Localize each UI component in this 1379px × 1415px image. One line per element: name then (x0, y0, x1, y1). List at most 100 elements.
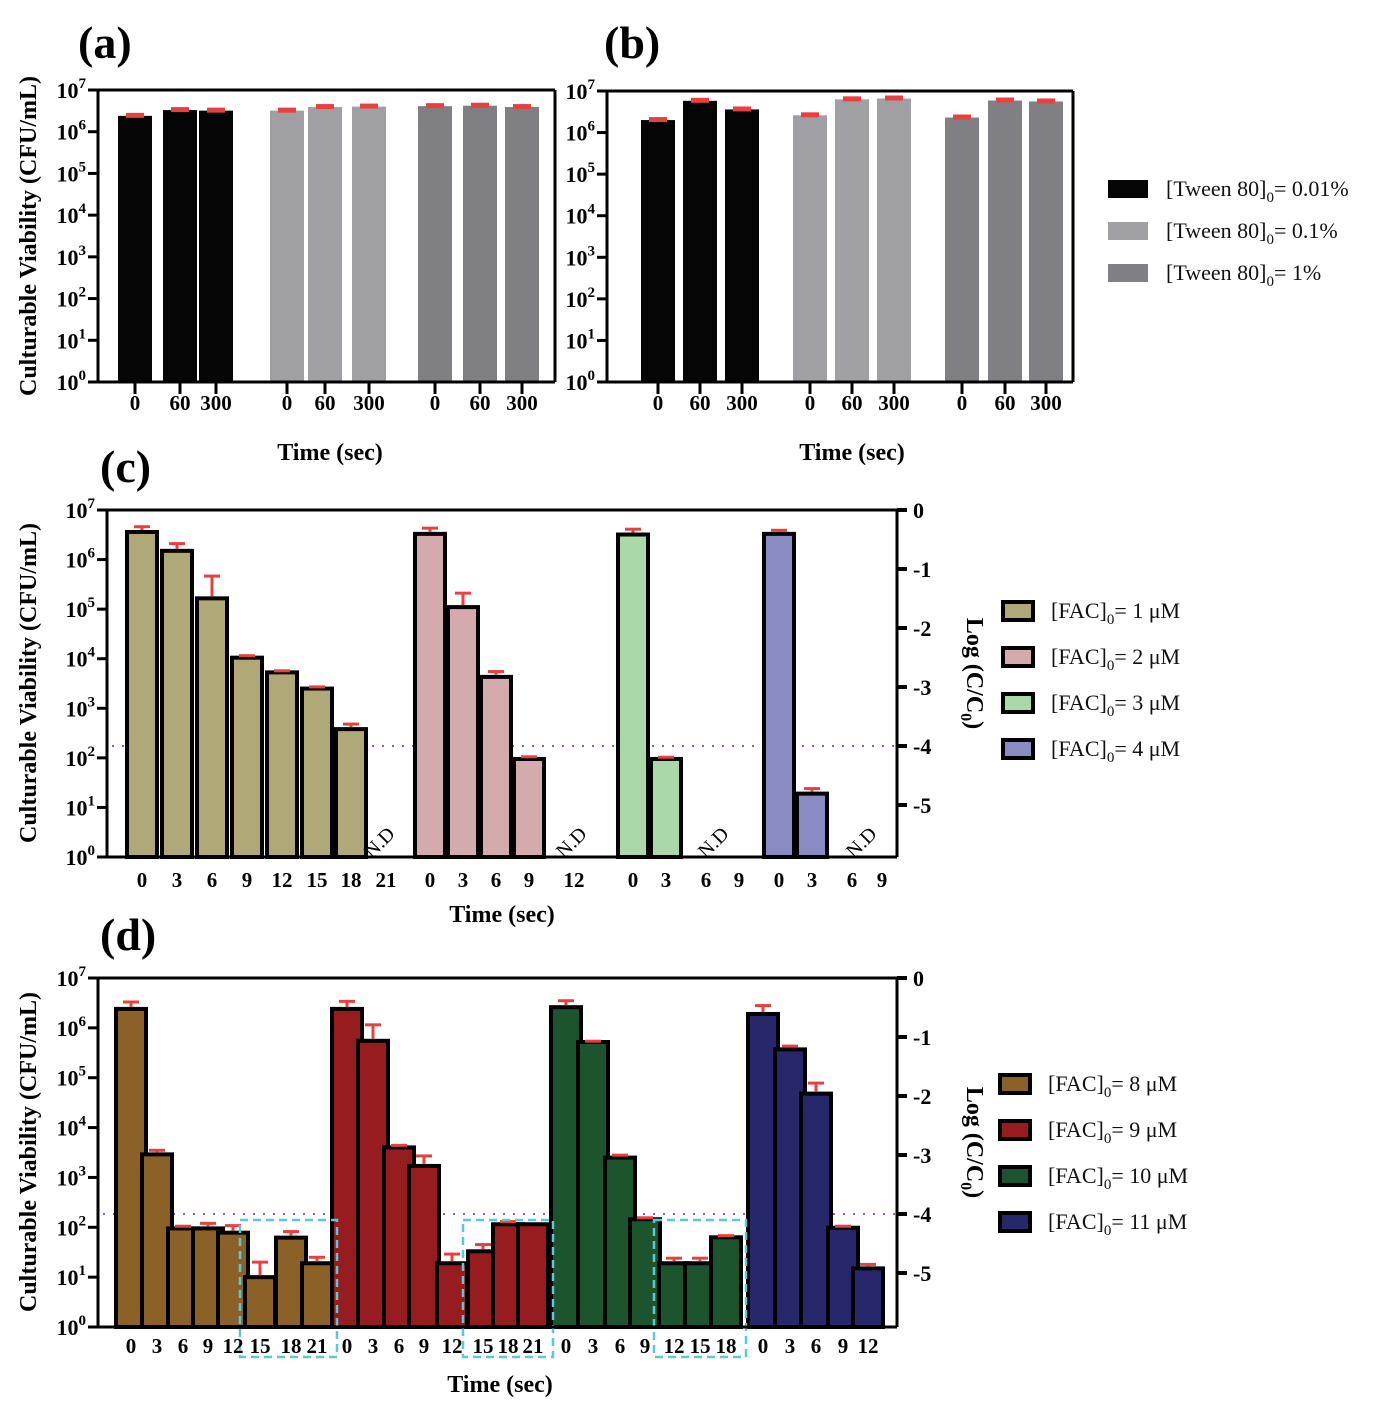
legend: [Tween 80]0= 0.01% [Tween 80]0= 0.1% [Twee… (1108, 176, 1349, 290)
x-tick-label: 6 (701, 868, 712, 892)
bar (725, 109, 759, 383)
series-2 (418, 102, 539, 383)
error-cap (513, 104, 531, 110)
x-tick-label: 6 (491, 868, 502, 892)
error-cap (278, 107, 296, 113)
y-tick-label: 100 (57, 1313, 87, 1340)
y-axis-title: Culturable Viability (CFU/mL) (16, 992, 42, 1312)
error-cap (426, 103, 444, 109)
x-tick-label: 12 (442, 1334, 463, 1358)
legend-swatch (998, 1119, 1032, 1141)
legend-label: [FAC]0= 4 μM (1051, 736, 1180, 766)
bar (945, 117, 979, 383)
x-tick-label: 0 (653, 391, 664, 415)
bar (446, 605, 480, 859)
y-tick-label: 106 (57, 1014, 87, 1041)
bar (1029, 101, 1063, 382)
y-tick-label: 105 (566, 160, 596, 187)
error-cap (316, 104, 334, 110)
legend-label: [FAC]0= 1 μM (1051, 598, 1180, 628)
y2-axis-title: Log (C/C0) (957, 1087, 987, 1198)
error-cap (207, 107, 225, 113)
y2-tick-label: -1 (913, 557, 931, 582)
bar (795, 791, 829, 859)
bar (195, 596, 229, 859)
bar (160, 548, 194, 859)
x-tick-label: 9 (242, 868, 253, 892)
highlight-box (461, 1218, 555, 1359)
y-tick-label: 107 (57, 964, 87, 991)
bar (230, 655, 264, 859)
legend-swatch (1001, 738, 1035, 760)
x-tick-label: 3 (785, 1334, 796, 1358)
x-tick-label: 6 (394, 1334, 405, 1358)
legend-swatch (998, 1073, 1032, 1095)
x-tick-label: 0 (425, 868, 436, 892)
bar (762, 531, 796, 860)
panel-label: (c) (100, 441, 151, 492)
y-tick-label: 102 (57, 1213, 87, 1240)
x-tick-label: 3 (172, 868, 183, 892)
x-tick-label: 0 (126, 1334, 137, 1358)
bar (407, 1163, 441, 1330)
x-tick-label: 9 (203, 1334, 214, 1358)
x-tick-label: 21 (376, 868, 397, 892)
x-tick-label: 60 (690, 391, 711, 415)
x-tick-label: 3 (661, 868, 672, 892)
legend-label: [Tween 80]0= 1% (1166, 260, 1321, 290)
y-tick-label: 105 (66, 595, 96, 622)
bar (709, 1235, 743, 1330)
x-tick-label: 9 (524, 868, 535, 892)
legend-swatch (998, 1165, 1032, 1187)
y-tick-label: 101 (57, 1263, 87, 1290)
x-tick-label: 21 (307, 1334, 328, 1358)
bar (163, 110, 197, 383)
bar (616, 532, 650, 859)
x-tick-label: 12 (223, 1334, 244, 1358)
legend: [FAC]0= 8 μM [FAC]0= 9 μM [FAC]0= 10 μM [FA… (998, 1071, 1188, 1239)
x-tick-label: 9 (419, 1334, 430, 1358)
panel-label: (a) (78, 17, 132, 68)
y2-tick-label: 0 (913, 498, 924, 523)
x-tick-label: 60 (170, 391, 191, 415)
x-axis-title: Time (sec) (799, 440, 905, 466)
x-tick-label: 300 (878, 391, 910, 415)
x-tick-label: 15 (690, 1334, 711, 1358)
y2-tick-label: -2 (913, 1084, 931, 1109)
series-1 (270, 103, 386, 383)
error-cap (953, 114, 971, 120)
series-0 (641, 97, 759, 383)
series-1 (330, 999, 550, 1330)
error-cap (691, 97, 709, 103)
y-tick-label: 100 (57, 368, 87, 395)
y2-tick-label: 0 (913, 966, 924, 991)
series-2 (549, 999, 743, 1330)
error-cap (733, 106, 751, 112)
x-tick-label: 3 (368, 1334, 379, 1358)
x-tick-label: 12 (564, 868, 585, 892)
legend-label: [Tween 80]0= 0.1% (1166, 218, 1338, 248)
bar (851, 1266, 885, 1329)
bar (835, 99, 869, 382)
x-tick-label: 0 (758, 1334, 769, 1358)
y-tick-label: 102 (66, 744, 96, 771)
y-tick-label: 104 (566, 202, 596, 229)
y2-axis-title: Log (C/C0) (957, 618, 987, 729)
x-tick-label: 60 (470, 391, 491, 415)
bar (265, 670, 299, 859)
x-tick-label: 6 (178, 1334, 189, 1358)
series-2 (616, 527, 683, 860)
x-tick-label: 0 (957, 391, 968, 415)
bar (988, 100, 1022, 383)
series-3 (762, 528, 829, 860)
y2-tick-label: -5 (913, 793, 931, 818)
x-tick-label: 0 (561, 1334, 572, 1358)
x-tick-label: 60 (315, 391, 336, 415)
x-tick-label: 12 (272, 868, 293, 892)
x-tick-label: 21 (523, 1334, 544, 1358)
y-axis-title: Culturable Viability (CFU/mL) (16, 523, 42, 843)
y-tick-label: 103 (57, 1163, 87, 1190)
bar (352, 106, 386, 382)
y-tick-label: 101 (566, 326, 596, 353)
x-tick-label: 6 (811, 1334, 822, 1358)
